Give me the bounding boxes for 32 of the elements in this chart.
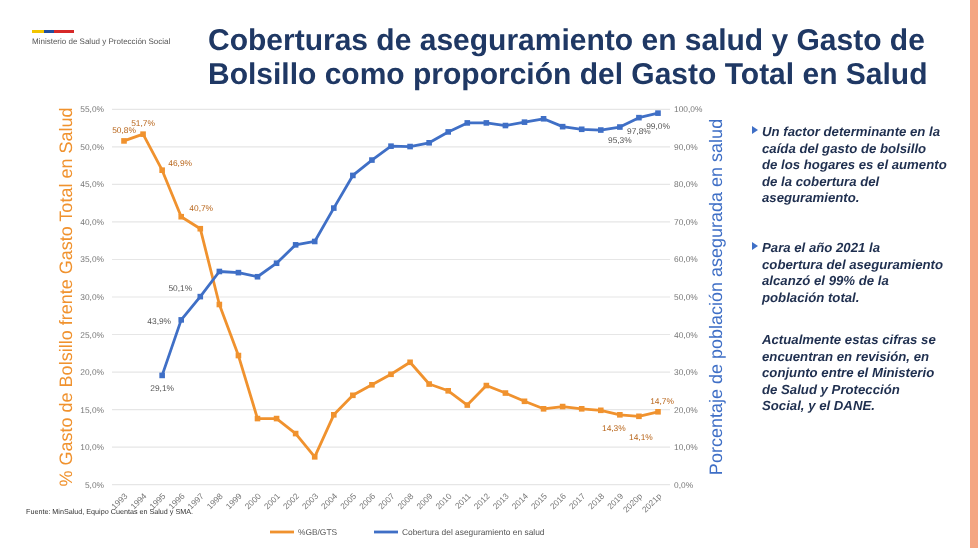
point (159, 372, 165, 379)
point (292, 242, 299, 248)
point (464, 402, 471, 408)
point (578, 126, 585, 133)
point (407, 359, 413, 366)
point (521, 119, 528, 125)
point (178, 213, 185, 220)
point (350, 392, 356, 399)
point (636, 413, 642, 420)
point (597, 407, 604, 414)
point (464, 120, 471, 126)
point (483, 120, 490, 126)
point (388, 371, 394, 378)
point (502, 390, 509, 396)
point (197, 293, 204, 300)
point (578, 406, 585, 412)
point (273, 260, 280, 267)
point (311, 454, 318, 460)
y2-axis-title: Porcentaje de población asegurada en salud (706, 118, 726, 476)
point (350, 172, 356, 179)
point (540, 115, 547, 122)
point (407, 143, 413, 150)
point (655, 409, 661, 415)
point (311, 238, 318, 245)
point (197, 225, 204, 232)
chart-title: Coberturas de aseguramiento en salud y Gasto de Bolsillo como proporción del Gasto Total en Salud (208, 24, 928, 92)
point (254, 273, 261, 280)
point (655, 110, 661, 116)
point (121, 138, 127, 144)
point (540, 406, 547, 412)
point (636, 114, 642, 121)
y-axis-title: % Gasto de Bolsillo frente Gasto Total en Salud (56, 107, 76, 487)
